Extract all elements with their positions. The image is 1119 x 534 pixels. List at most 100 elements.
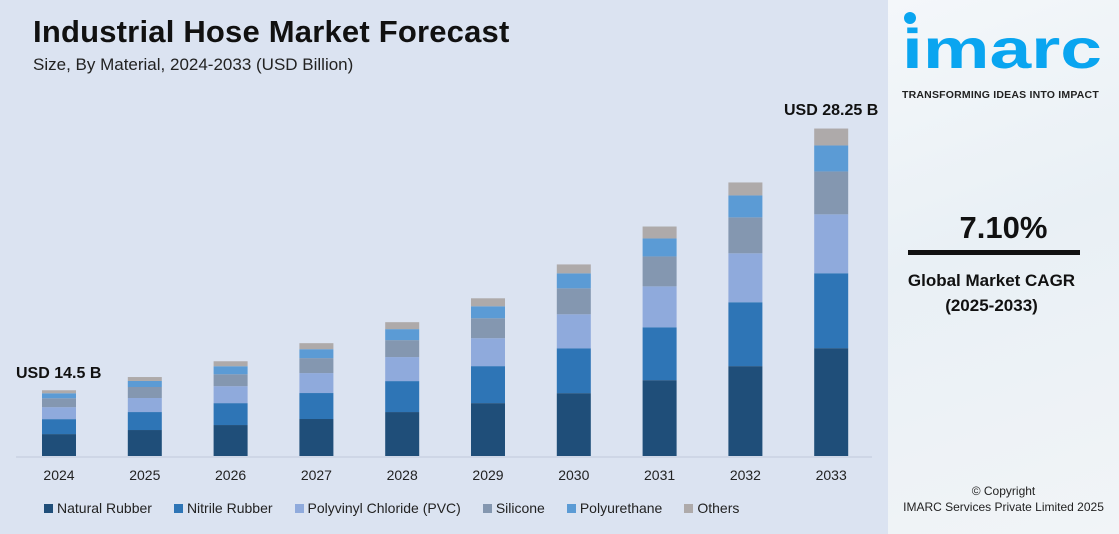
legend-label: Nitrile Rubber xyxy=(186,500,273,516)
start-value-label: USD 14.5 B xyxy=(16,365,102,382)
bar-segment-others-2032 xyxy=(728,182,763,196)
bar-segment-natural-rubber-2033 xyxy=(814,348,849,456)
bar-segment-natural-rubber-2031 xyxy=(642,380,677,456)
legend-swatch xyxy=(294,503,304,513)
bar-segment-polyvinyl-chloride-pvc--2030 xyxy=(556,314,591,349)
bar-segment-nitrile-rubber-2032 xyxy=(728,302,763,367)
x-tick-label: 2025 xyxy=(129,467,160,483)
bar-segment-others-2031 xyxy=(642,226,677,239)
bar-segment-nitrile-rubber-2031 xyxy=(642,327,677,381)
legend-label: Silicone xyxy=(495,500,545,516)
bar-segment-polyurethane-2024 xyxy=(42,393,76,399)
x-tick-label: 2029 xyxy=(472,467,503,483)
bar-segment-natural-rubber-2032 xyxy=(728,366,763,456)
bar-segment-polyvinyl-chloride-pvc--2031 xyxy=(642,286,677,328)
legend-item: Natural Rubber xyxy=(44,500,152,516)
divider xyxy=(908,250,1080,255)
bar-segment-polyvinyl-chloride-pvc--2029 xyxy=(471,338,505,367)
bar-segment-nitrile-rubber-2026 xyxy=(213,403,248,426)
x-tick-label: 2024 xyxy=(43,467,74,483)
bar-segment-others-2024 xyxy=(42,390,76,394)
chart-title: Industrial Hose Market Forecast xyxy=(33,14,510,49)
bar-segment-nitrile-rubber-2030 xyxy=(556,348,591,394)
bar-segment-nitrile-rubber-2033 xyxy=(814,273,849,349)
copyright: © Copyright IMARC Services Private Limit… xyxy=(888,483,1119,515)
bar-segment-silicone-2032 xyxy=(728,217,763,254)
legend-item: Polyvinyl Chloride (PVC) xyxy=(294,500,461,516)
end-value-label: USD 28.25 B xyxy=(784,102,879,119)
legend-label: Polyvinyl Chloride (PVC) xyxy=(307,500,461,516)
legend-label: Natural Rubber xyxy=(57,500,152,516)
bar-segment-polyvinyl-chloride-pvc--2032 xyxy=(728,253,763,303)
logo-dot-icon xyxy=(904,12,916,24)
legend-label: Polyurethane xyxy=(579,500,663,516)
bar-segment-polyvinyl-chloride-pvc--2033 xyxy=(814,214,849,274)
legend-item: Silicone xyxy=(482,500,545,516)
legend-item: Nitrile Rubber xyxy=(173,500,273,516)
bar-segment-others-2030 xyxy=(556,264,591,274)
bar-segment-silicone-2033 xyxy=(814,171,849,215)
bar-segment-polyurethane-2025 xyxy=(127,380,162,388)
x-tick-label: 2027 xyxy=(301,467,332,483)
bar-segment-silicone-2024 xyxy=(42,398,76,408)
bar-segment-silicone-2025 xyxy=(127,387,162,399)
bar-segment-polyurethane-2028 xyxy=(385,329,420,341)
bar-segment-nitrile-rubber-2025 xyxy=(127,412,162,431)
cagr-label-text: Global Market CAGR xyxy=(907,271,1076,290)
bar-segment-polyurethane-2030 xyxy=(556,273,591,289)
bar-segment-polyvinyl-chloride-pvc--2026 xyxy=(213,386,248,404)
bar-segment-natural-rubber-2024 xyxy=(42,434,76,456)
bar-segment-natural-rubber-2026 xyxy=(213,425,248,456)
legend-swatch xyxy=(482,503,492,513)
bar-segment-nitrile-rubber-2028 xyxy=(385,381,420,413)
legend-swatch xyxy=(684,503,694,513)
bar-segment-others-2027 xyxy=(299,343,334,350)
bar-segment-others-2029 xyxy=(471,298,505,307)
info-panel: imarc TRANSFORMING IDEAS INTO IMPACT 7.1… xyxy=(888,0,1119,534)
bar-segment-silicone-2029 xyxy=(471,318,505,339)
bar-segment-nitrile-rubber-2027 xyxy=(299,393,334,420)
brand-tagline: TRANSFORMING IDEAS INTO IMPACT xyxy=(902,89,1099,101)
legend-item: Others xyxy=(684,500,739,516)
x-tick-label: 2033 xyxy=(816,467,847,483)
cagr-label: Global Market CAGR (2025-2033) xyxy=(888,268,1095,318)
bar-segment-silicone-2030 xyxy=(556,288,591,315)
copyright-line1: © Copyright xyxy=(971,484,1036,498)
chart-panel: Industrial Hose Market Forecast Size, By… xyxy=(0,0,888,534)
legend-swatch xyxy=(173,503,183,513)
legend: Natural Rubber Nitrile Rubber Polyvinyl Ch… xyxy=(44,500,761,516)
bar-segment-polyurethane-2033 xyxy=(814,145,849,172)
bar-segment-polyurethane-2027 xyxy=(299,349,334,359)
bar-segment-others-2026 xyxy=(213,361,248,367)
bar-segment-natural-rubber-2029 xyxy=(471,403,505,456)
bar-segment-polyvinyl-chloride-pvc--2028 xyxy=(385,357,420,382)
bar-segment-natural-rubber-2027 xyxy=(299,419,334,456)
bar-segment-natural-rubber-2028 xyxy=(385,412,420,456)
copyright-line2: IMARC Services Private Limited 2025 xyxy=(903,500,1104,514)
bar-segment-polyurethane-2032 xyxy=(728,195,763,218)
x-tick-label: 2028 xyxy=(387,467,418,483)
x-tick-label: 2030 xyxy=(558,467,589,483)
cagr-value: 7.10% xyxy=(959,210,1048,245)
bar-segment-polyurethane-2029 xyxy=(471,306,505,319)
bar-segment-nitrile-rubber-2024 xyxy=(42,419,76,435)
bar-segment-silicone-2026 xyxy=(213,374,248,387)
bar-segment-nitrile-rubber-2029 xyxy=(471,366,505,404)
bar-segment-polyvinyl-chloride-pvc--2024 xyxy=(42,407,76,420)
bar-segment-silicone-2027 xyxy=(299,358,334,374)
bar-segment-silicone-2031 xyxy=(642,256,677,287)
bar-segment-polyvinyl-chloride-pvc--2025 xyxy=(127,398,162,413)
x-tick-label: 2031 xyxy=(644,467,675,483)
bar-segment-others-2028 xyxy=(385,322,420,330)
bar-segment-others-2033 xyxy=(814,128,849,146)
stacked-bar-chart: 2024 2025 2026 2027 2028 2029 2030 2031 2032 2033 xyxy=(16,128,872,483)
cagr-period: (2025-2033) xyxy=(945,296,1038,315)
logo-wordmark: imarc xyxy=(902,17,1102,80)
bar-segment-polyurethane-2026 xyxy=(213,366,248,375)
imarc-logo: imarc xyxy=(902,12,1102,80)
bar-segment-polyurethane-2031 xyxy=(642,238,677,257)
bar-segment-natural-rubber-2025 xyxy=(127,430,162,456)
bar-segment-polyvinyl-chloride-pvc--2027 xyxy=(299,373,334,394)
chart-subtitle: Size, By Material, 2024-2033 (USD Billio… xyxy=(33,55,354,74)
bar-segment-natural-rubber-2030 xyxy=(556,393,591,456)
